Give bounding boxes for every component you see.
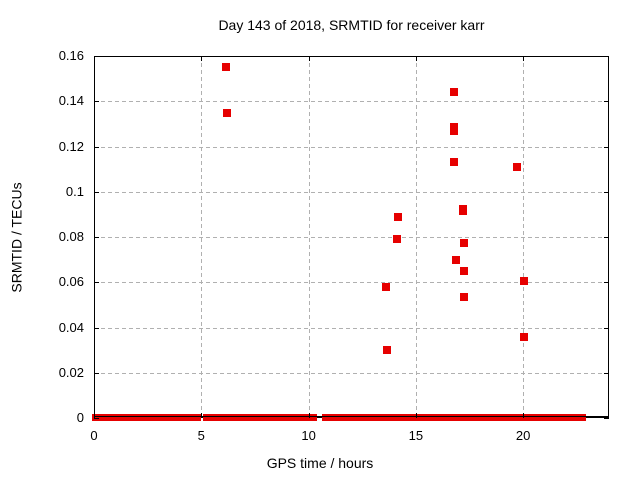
- y2-axis-tick: [604, 237, 609, 238]
- zero-band-segment: [114, 414, 153, 421]
- y-axis-tick: [94, 146, 99, 148]
- zero-band-segment: [493, 414, 501, 421]
- zero-band-segment: [330, 414, 351, 421]
- data-point: [223, 108, 232, 117]
- gridline-horizontal: [94, 237, 609, 238]
- zero-band-segment: [303, 414, 313, 421]
- y-axis-tick: [94, 56, 99, 57]
- zero-band-segment: [322, 414, 330, 421]
- x2-axis-tick: [523, 56, 525, 61]
- x-axis-tick: [94, 413, 95, 418]
- data-point: [459, 292, 468, 301]
- x-tick-label: 10: [301, 428, 316, 443]
- gridline-horizontal: [94, 327, 609, 329]
- gridline-horizontal: [94, 146, 609, 148]
- data-point: [381, 282, 390, 291]
- y2-axis-tick: [604, 146, 609, 148]
- y2-axis-tick: [604, 56, 609, 57]
- y-axis-tick: [94, 191, 99, 193]
- y-axis-tick: [94, 327, 99, 329]
- x-tick-label: 20: [515, 428, 531, 443]
- y-tick-label: 0.02: [58, 364, 84, 380]
- data-point: [459, 206, 468, 215]
- y-tick-label: 0.16: [58, 48, 84, 63]
- zero-band-segment: [479, 414, 490, 421]
- x-axis-tick: [201, 413, 203, 418]
- y2-axis-tick: [604, 327, 609, 329]
- y2-axis-tick: [604, 418, 609, 419]
- plot-border: [94, 56, 609, 418]
- data-point: [451, 255, 460, 264]
- zero-band-segment: [92, 414, 115, 421]
- x2-axis-tick: [308, 56, 310, 61]
- data-point: [222, 63, 231, 72]
- x-axis-label: GPS time / hours: [266, 455, 374, 471]
- y2-axis-tick: [604, 282, 609, 284]
- zero-band-segment: [298, 414, 306, 421]
- x2-axis-tick: [201, 56, 203, 61]
- gridline-horizontal: [94, 282, 609, 284]
- zero-band-segment: [438, 414, 456, 421]
- plot-area: [92, 56, 609, 421]
- x-axis-tick: [523, 413, 525, 418]
- y-tick-label: 0.1: [65, 183, 84, 199]
- x-tick-label: 5: [197, 428, 205, 443]
- gridline-horizontal: [94, 101, 609, 103]
- zero-band-segment: [352, 414, 365, 421]
- data-point: [450, 158, 459, 167]
- zero-band-segment: [202, 414, 300, 421]
- y-tick-label: 0.14: [58, 93, 84, 109]
- data-point: [450, 126, 459, 135]
- y-tick-label: 0: [76, 410, 84, 425]
- y-tick-label: 0.04: [58, 319, 84, 335]
- y-tick-label: 0.12: [58, 138, 84, 154]
- y-tick-label: 0.06: [58, 274, 84, 290]
- data-point: [383, 346, 392, 355]
- zero-band-segment: [564, 414, 587, 421]
- x-axis-tick: [308, 413, 310, 418]
- x2-axis-tick: [415, 56, 417, 61]
- y-axis-tick: [94, 101, 99, 103]
- zero-band-segment: [545, 414, 566, 421]
- y2-axis-tick: [604, 191, 609, 193]
- zero-band-segment: [388, 414, 443, 421]
- x-axis-tick: [415, 413, 417, 418]
- x-tick-label: 0: [90, 428, 98, 443]
- y-axis-tick: [94, 237, 99, 238]
- data-point: [393, 235, 402, 244]
- gridline-horizontal: [94, 191, 609, 193]
- zero-band-segment: [454, 414, 482, 421]
- data-point: [459, 266, 468, 275]
- data-point: [394, 212, 403, 221]
- x2-axis-tick: [94, 56, 95, 61]
- y-axis-tick: [94, 418, 99, 419]
- chart-title: Day 143 of 2018, SRMTID for receiver kar…: [218, 17, 485, 33]
- zero-band-segment: [152, 414, 202, 421]
- data-point: [519, 332, 528, 341]
- zero-band-segment: [362, 414, 390, 421]
- zero-band-segment: [486, 414, 497, 421]
- y-tick-label: 0.08: [58, 229, 84, 244]
- y2-axis-tick: [604, 101, 609, 103]
- x-tick-label: 15: [408, 428, 424, 443]
- zero-band-segment: [347, 414, 355, 421]
- data-point: [519, 277, 528, 286]
- y-axis-tick: [94, 372, 99, 374]
- data-point: [459, 238, 468, 247]
- data-point: [450, 88, 459, 97]
- gridline-horizontal: [94, 372, 609, 374]
- x-axis-line: [94, 416, 609, 417]
- data-point: [513, 162, 522, 171]
- y-axis-tick: [94, 282, 99, 284]
- y2-axis-tick: [604, 372, 609, 374]
- zero-band-segment: [309, 414, 318, 421]
